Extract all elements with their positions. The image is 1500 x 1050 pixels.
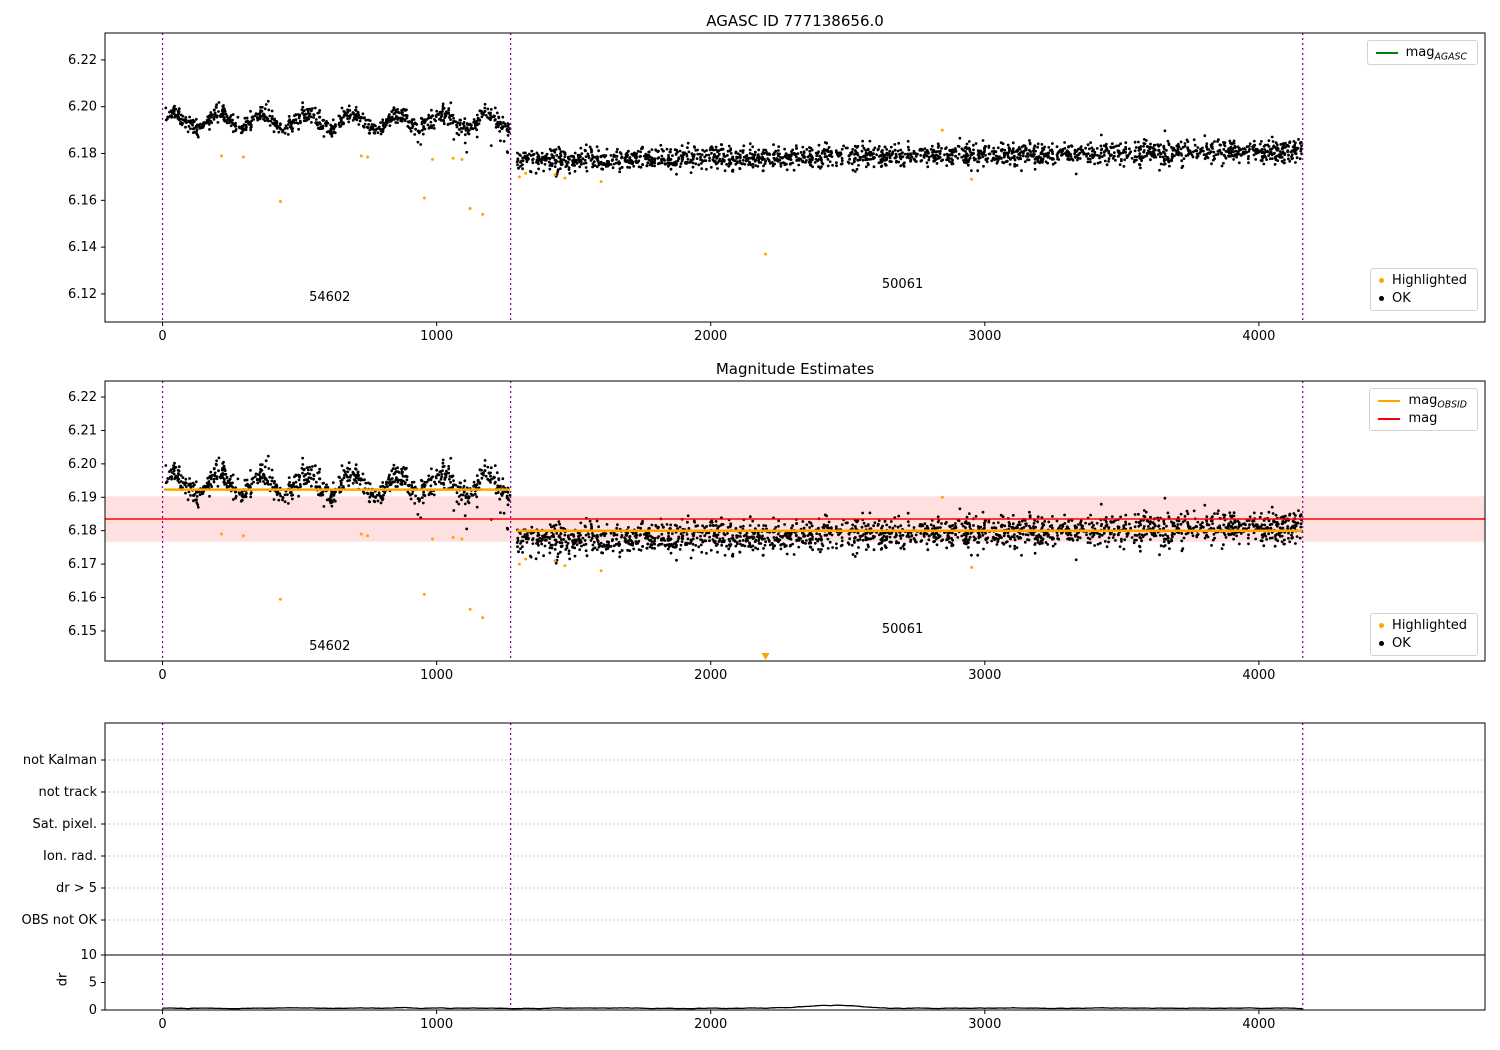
legend-label-mag-obsid: magOBSID	[1408, 393, 1467, 411]
svg-text:0: 0	[158, 329, 166, 344]
legend-item-highlighted: Highlighted	[1379, 618, 1467, 633]
legend-label-mag-agasc: magAGASC	[1405, 45, 1467, 63]
svg-text:6.16: 6.16	[68, 193, 97, 208]
legend-panel2-points: Highlighted OK	[1370, 613, 1478, 656]
svg-text:2000: 2000	[694, 329, 727, 344]
legend-label-highlighted: Highlighted	[1392, 273, 1467, 288]
ok-dot-swatch	[1379, 296, 1385, 301]
legend-label-highlighted: Highlighted	[1392, 618, 1467, 633]
legend-item-mag-obsid: magOBSID	[1378, 393, 1467, 411]
legend-mag-lines: magOBSID mag	[1369, 388, 1478, 431]
dr-axis-label: dr	[55, 972, 71, 987]
svg-text:6.20: 6.20	[68, 100, 97, 115]
ok-dot-swatch	[1379, 641, 1385, 646]
panel2-title: Magnitude Estimates	[715, 360, 875, 378]
svg-text:1000: 1000	[420, 329, 453, 344]
legend-label-ok: OK	[1392, 291, 1411, 306]
legend-item-ok: OK	[1379, 636, 1467, 651]
svg-text:6.12: 6.12	[68, 287, 97, 302]
svg-text:3000: 3000	[968, 329, 1001, 344]
mag-line-swatch	[1378, 417, 1401, 420]
legend-mag-agasc: magAGASC	[1366, 40, 1478, 65]
svg-text:6.18: 6.18	[68, 147, 97, 162]
legend-item-highlighted: Highlighted	[1379, 273, 1467, 288]
svg-text:6.22: 6.22	[68, 53, 97, 68]
panel1-title: AGASC ID 777138656.0	[706, 12, 884, 30]
highlighted-dot-swatch	[1379, 278, 1385, 283]
legend-panel1-points: Highlighted OK	[1370, 268, 1478, 311]
legend-label-ok: OK	[1392, 636, 1411, 651]
svg-text:4000: 4000	[1242, 329, 1275, 344]
svg-text:54602: 54602	[309, 290, 350, 305]
highlighted-dot-swatch	[1379, 623, 1385, 628]
legend-item-mag: mag	[1378, 411, 1467, 426]
svg-text:50061: 50061	[882, 277, 923, 292]
svg-text:6.14: 6.14	[68, 240, 97, 255]
legend-label-mag: mag	[1408, 411, 1438, 426]
legend-item-ok: OK	[1379, 291, 1467, 306]
mag-obsid-line-swatch	[1378, 399, 1401, 402]
legend-item-mag-agasc: magAGASC	[1375, 45, 1467, 63]
mag-agasc-line-swatch	[1375, 51, 1398, 54]
